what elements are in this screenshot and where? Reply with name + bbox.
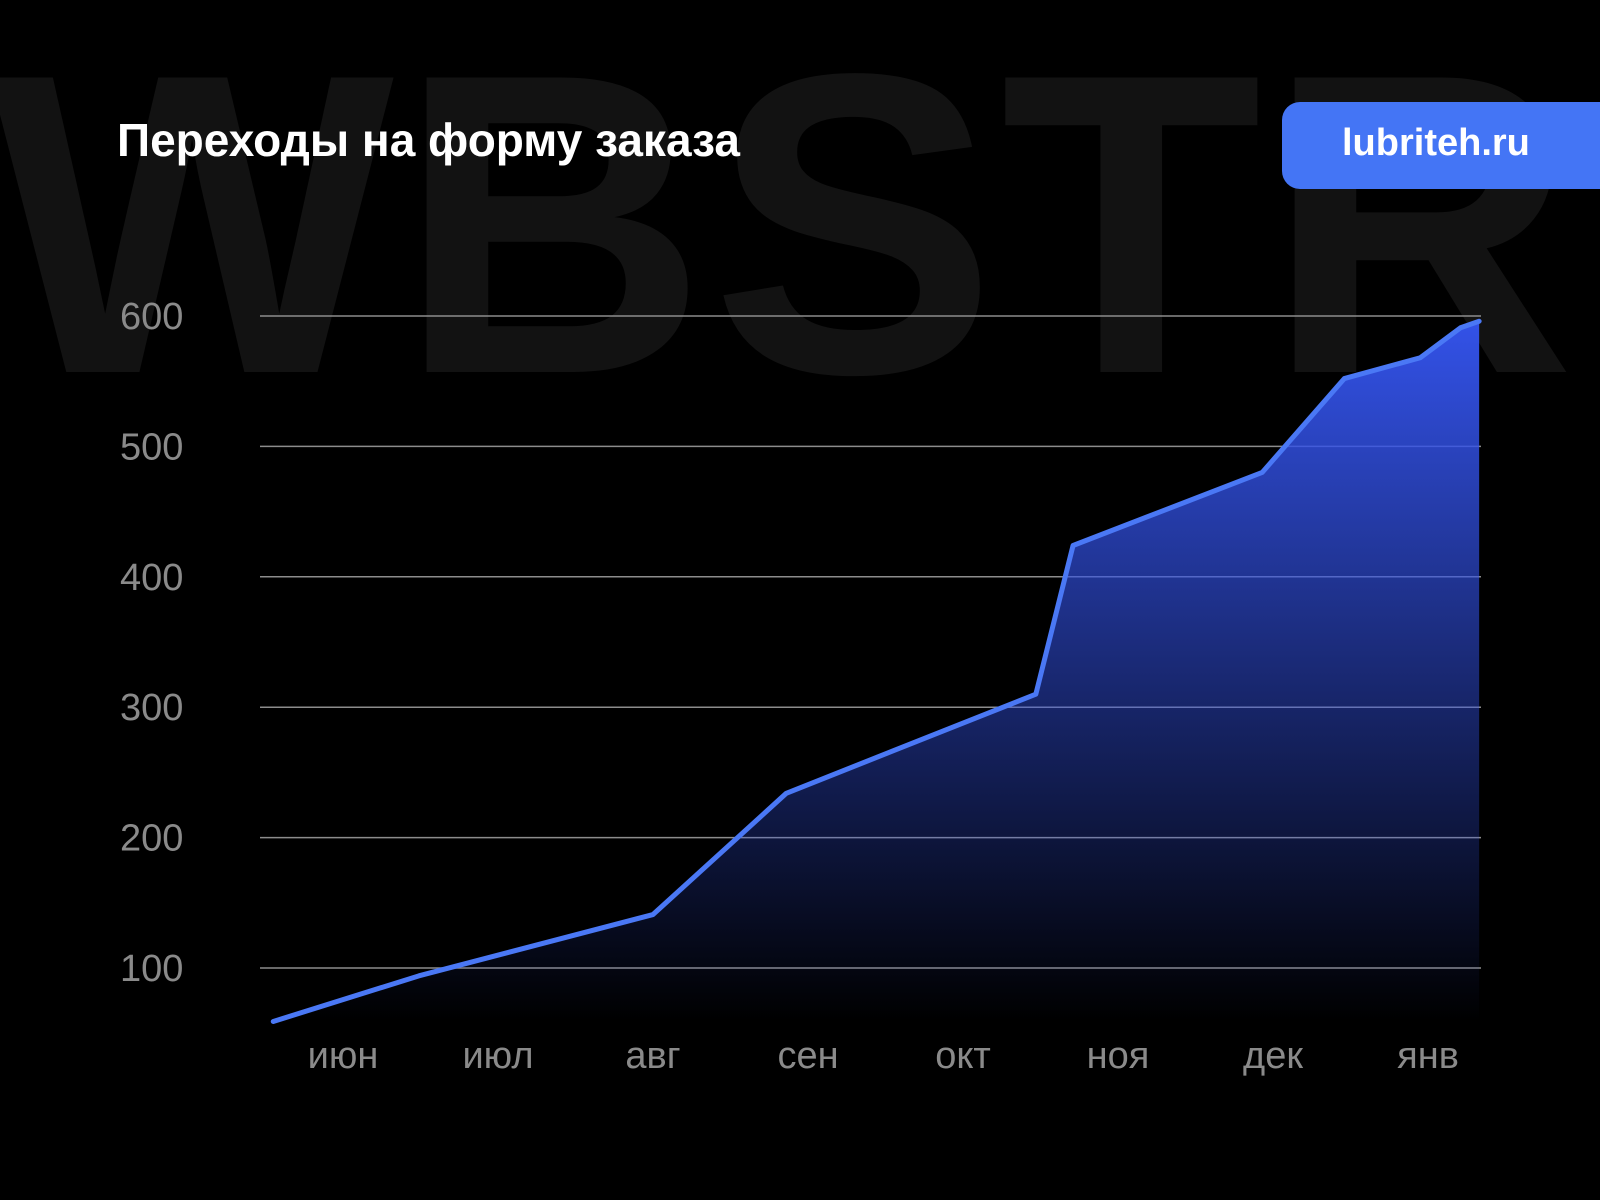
site-badge-label: lubriteh.ru [1342, 122, 1530, 164]
x-tick-label: янв [1397, 1035, 1459, 1077]
y-tick-label: 300 [120, 687, 183, 729]
y-tick-label: 500 [120, 426, 183, 468]
x-tick-label: дек [1243, 1035, 1303, 1077]
site-badge[interactable]: lubriteh.ru [1282, 102, 1600, 189]
x-tick-label: авг [625, 1035, 680, 1077]
x-tick-label: июн [308, 1035, 379, 1077]
y-tick-label: 100 [120, 948, 183, 990]
x-tick-label: окт [935, 1035, 991, 1077]
area-fill [273, 321, 1480, 1022]
x-tick-label: сен [777, 1035, 838, 1077]
y-tick-label: 400 [120, 557, 183, 599]
x-tick-label: ноя [1087, 1035, 1150, 1077]
chart-title: Переходы на форму заказа [117, 114, 740, 166]
watermark: WBSTR [0, 0, 1580, 463]
y-tick-label: 600 [120, 296, 183, 338]
x-tick-label: июл [462, 1035, 533, 1077]
y-tick-label: 200 [120, 818, 183, 860]
